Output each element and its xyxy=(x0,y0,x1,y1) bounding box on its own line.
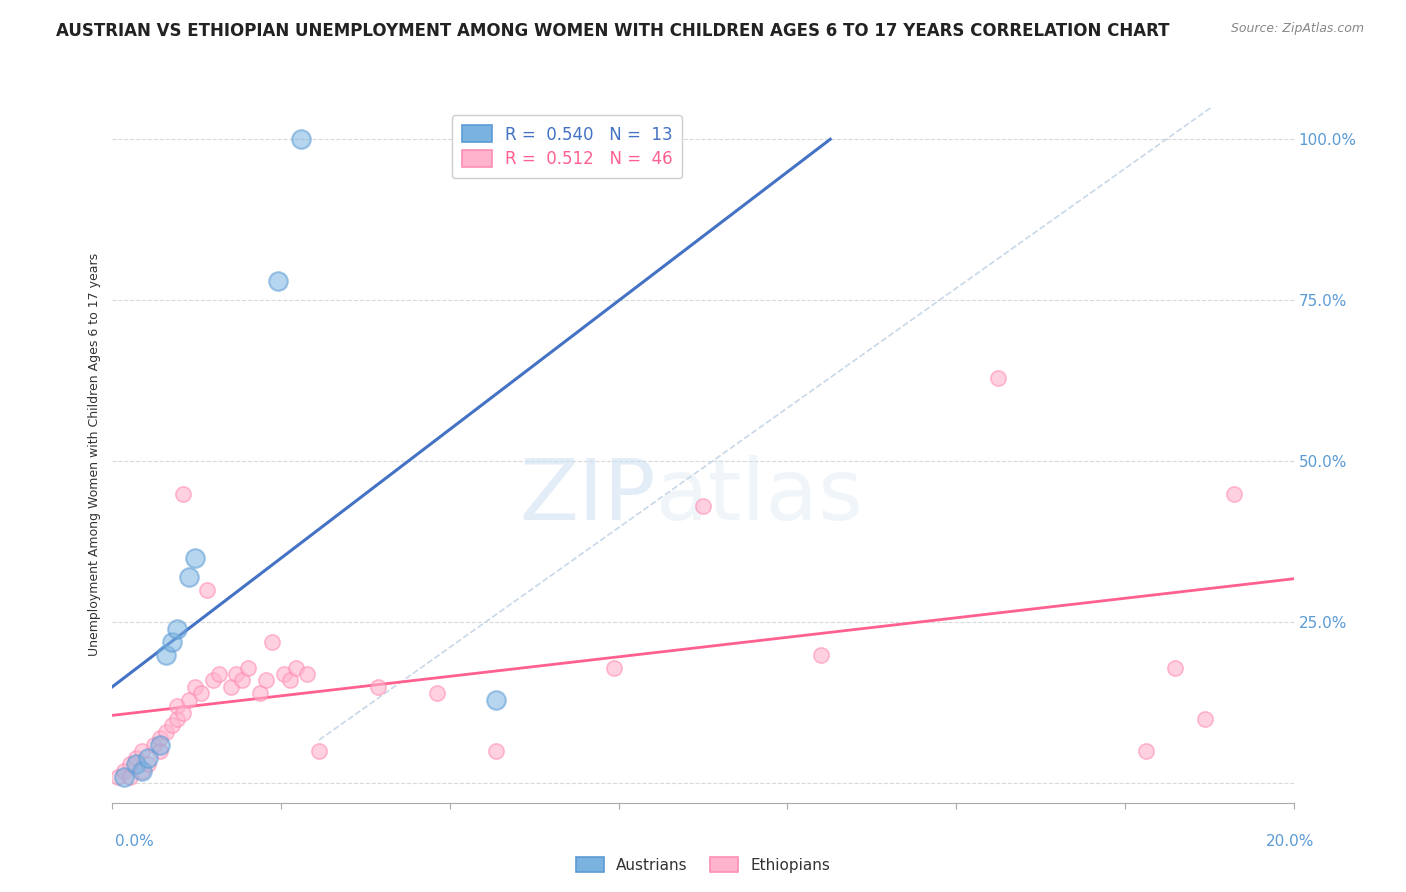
Point xyxy=(231,673,253,688)
Point xyxy=(603,660,626,674)
Text: AUSTRIAN VS ETHIOPIAN UNEMPLOYMENT AMONG WOMEN WITH CHILDREN AGES 6 TO 17 YEARS : AUSTRIAN VS ETHIOPIAN UNEMPLOYMENT AMONG… xyxy=(56,22,1170,40)
Point xyxy=(155,725,177,739)
Point xyxy=(195,583,218,598)
Point xyxy=(184,551,207,566)
Point xyxy=(190,686,212,700)
Point xyxy=(485,744,508,758)
Point xyxy=(131,744,153,758)
Point xyxy=(201,673,224,688)
Point xyxy=(160,634,183,648)
Point xyxy=(1135,744,1157,758)
Point xyxy=(260,634,283,648)
Point xyxy=(485,692,508,706)
Point xyxy=(219,680,242,694)
Text: 20.0%: 20.0% xyxy=(1267,834,1315,849)
Point xyxy=(131,764,153,778)
Point xyxy=(1194,712,1216,726)
Point xyxy=(112,770,135,784)
Point xyxy=(142,738,165,752)
Text: 0.0%: 0.0% xyxy=(115,834,155,849)
Point xyxy=(166,712,188,726)
Point xyxy=(284,660,307,674)
Point xyxy=(308,744,330,758)
Point xyxy=(426,686,449,700)
Point xyxy=(367,680,389,694)
Point xyxy=(166,622,188,636)
Point xyxy=(692,500,714,514)
Point xyxy=(297,667,319,681)
Point xyxy=(131,764,153,778)
Point xyxy=(120,770,142,784)
Point xyxy=(149,738,172,752)
Y-axis label: Unemployment Among Women with Children Ages 6 to 17 years: Unemployment Among Women with Children A… xyxy=(89,253,101,657)
Point xyxy=(172,486,194,500)
Point xyxy=(225,667,247,681)
Point xyxy=(1223,486,1246,500)
Point xyxy=(136,757,159,772)
Point xyxy=(107,770,129,784)
Text: ZIP: ZIP xyxy=(519,455,655,538)
Point xyxy=(155,648,177,662)
Text: Source: ZipAtlas.com: Source: ZipAtlas.com xyxy=(1230,22,1364,36)
Point xyxy=(112,764,135,778)
Point xyxy=(125,757,148,772)
Point xyxy=(249,686,271,700)
Point xyxy=(184,680,207,694)
Point xyxy=(136,750,159,764)
Point xyxy=(125,750,148,764)
Legend: Austrians, Ethiopians: Austrians, Ethiopians xyxy=(569,850,837,879)
Text: atlas: atlas xyxy=(655,455,863,538)
Point xyxy=(238,660,260,674)
Point xyxy=(278,673,301,688)
Point xyxy=(172,706,194,720)
Point xyxy=(273,667,295,681)
Point xyxy=(160,718,183,732)
Point xyxy=(987,370,1010,384)
Point xyxy=(179,570,201,584)
Point xyxy=(120,757,142,772)
Point xyxy=(166,699,188,714)
Point xyxy=(254,673,277,688)
Point xyxy=(1164,660,1187,674)
Point xyxy=(290,132,312,146)
Point xyxy=(208,667,231,681)
Point xyxy=(179,692,201,706)
Point xyxy=(149,731,172,746)
Point xyxy=(149,744,172,758)
Point xyxy=(810,648,832,662)
Point xyxy=(267,274,290,288)
